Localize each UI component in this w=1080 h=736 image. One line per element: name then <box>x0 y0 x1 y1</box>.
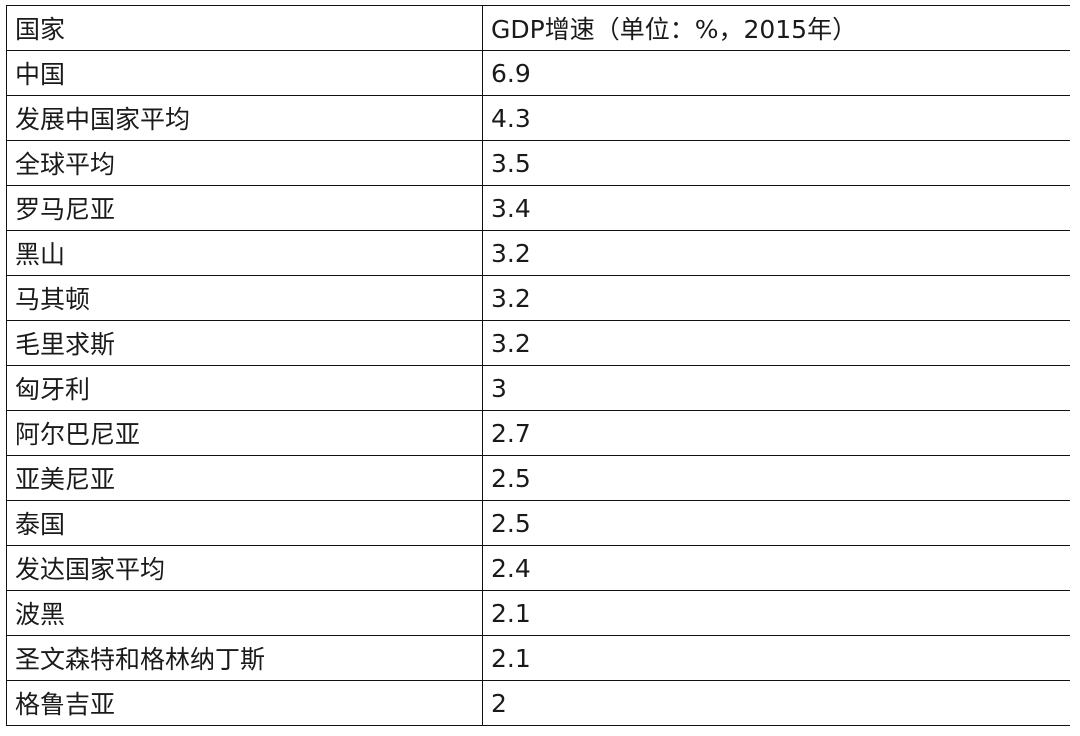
table-row: 全球平均 3.5 <box>6 140 1070 186</box>
gdp-value-cell: 6.9 <box>482 50 1070 96</box>
country-cell: 波黑 <box>6 590 483 636</box>
table-row: 波黑 2.1 <box>6 590 1070 636</box>
gdp-value-cell: 3.4 <box>482 185 1070 231</box>
country-cell: 马其顿 <box>6 275 483 321</box>
table-row: 罗马尼亚 3.4 <box>6 185 1070 231</box>
table-row: 马其顿 3.2 <box>6 275 1070 321</box>
country-cell: 全球平均 <box>6 140 483 186</box>
gdp-table-container: 国家 GDP增速（单位：%，2015年） 中国 6.9 发展中国家平均 4.3 … <box>6 5 1070 736</box>
gdp-value-cell: 2.5 <box>482 500 1070 546</box>
table-row: 格鲁吉亚 2 <box>6 680 1070 726</box>
gdp-value-cell: 3.2 <box>482 320 1070 366</box>
header-country: 国家 <box>6 5 483 51</box>
country-cell: 毛里求斯 <box>6 320 483 366</box>
country-cell: 匈牙利 <box>6 365 483 411</box>
gdp-value-cell: 4.3 <box>482 95 1070 141</box>
country-cell: 发达国家平均 <box>6 545 483 591</box>
country-cell: 亚美尼亚 <box>6 455 483 501</box>
country-cell: 圣文森特和格林纳丁斯 <box>6 635 483 681</box>
gdp-value-cell: 2.1 <box>482 635 1070 681</box>
gdp-value-cell: 3.2 <box>482 230 1070 276</box>
table-row: 毛里求斯 3.2 <box>6 320 1070 366</box>
table-row: 中国 6.9 <box>6 50 1070 96</box>
gdp-value-cell: 2.1 <box>482 590 1070 636</box>
country-cell: 格鲁吉亚 <box>6 680 483 726</box>
table-row: 匈牙利 3 <box>6 365 1070 411</box>
country-cell: 罗马尼亚 <box>6 185 483 231</box>
gdp-value-cell: 2.4 <box>482 545 1070 591</box>
country-cell: 黑山 <box>6 230 483 276</box>
header-gdp-growth: GDP增速（单位：%，2015年） <box>482 5 1070 51</box>
gdp-value-cell: 2.5 <box>482 455 1070 501</box>
table-row: 黑山 3.2 <box>6 230 1070 276</box>
table-row: 圣文森特和格林纳丁斯 2.1 <box>6 635 1070 681</box>
gdp-value-cell: 3.2 <box>482 275 1070 321</box>
table-row: 阿尔巴尼亚 2.7 <box>6 410 1070 456</box>
country-cell: 泰国 <box>6 500 483 546</box>
gdp-value-cell: 2 <box>482 680 1070 726</box>
table-row: 发达国家平均 2.4 <box>6 545 1070 591</box>
gdp-value-cell: 3 <box>482 365 1070 411</box>
table-header-row: 国家 GDP增速（单位：%，2015年） <box>6 5 1070 51</box>
gdp-value-cell: 3.5 <box>482 140 1070 186</box>
table-row: 泰国 2.5 <box>6 500 1070 546</box>
table-row: 亚美尼亚 2.5 <box>6 455 1070 501</box>
gdp-value-cell: 2.7 <box>482 410 1070 456</box>
country-cell: 发展中国家平均 <box>6 95 483 141</box>
gdp-growth-table: 国家 GDP增速（单位：%，2015年） 中国 6.9 发展中国家平均 4.3 … <box>6 5 1070 726</box>
table-row: 发展中国家平均 4.3 <box>6 95 1070 141</box>
country-cell: 阿尔巴尼亚 <box>6 410 483 456</box>
country-cell: 中国 <box>6 50 483 96</box>
